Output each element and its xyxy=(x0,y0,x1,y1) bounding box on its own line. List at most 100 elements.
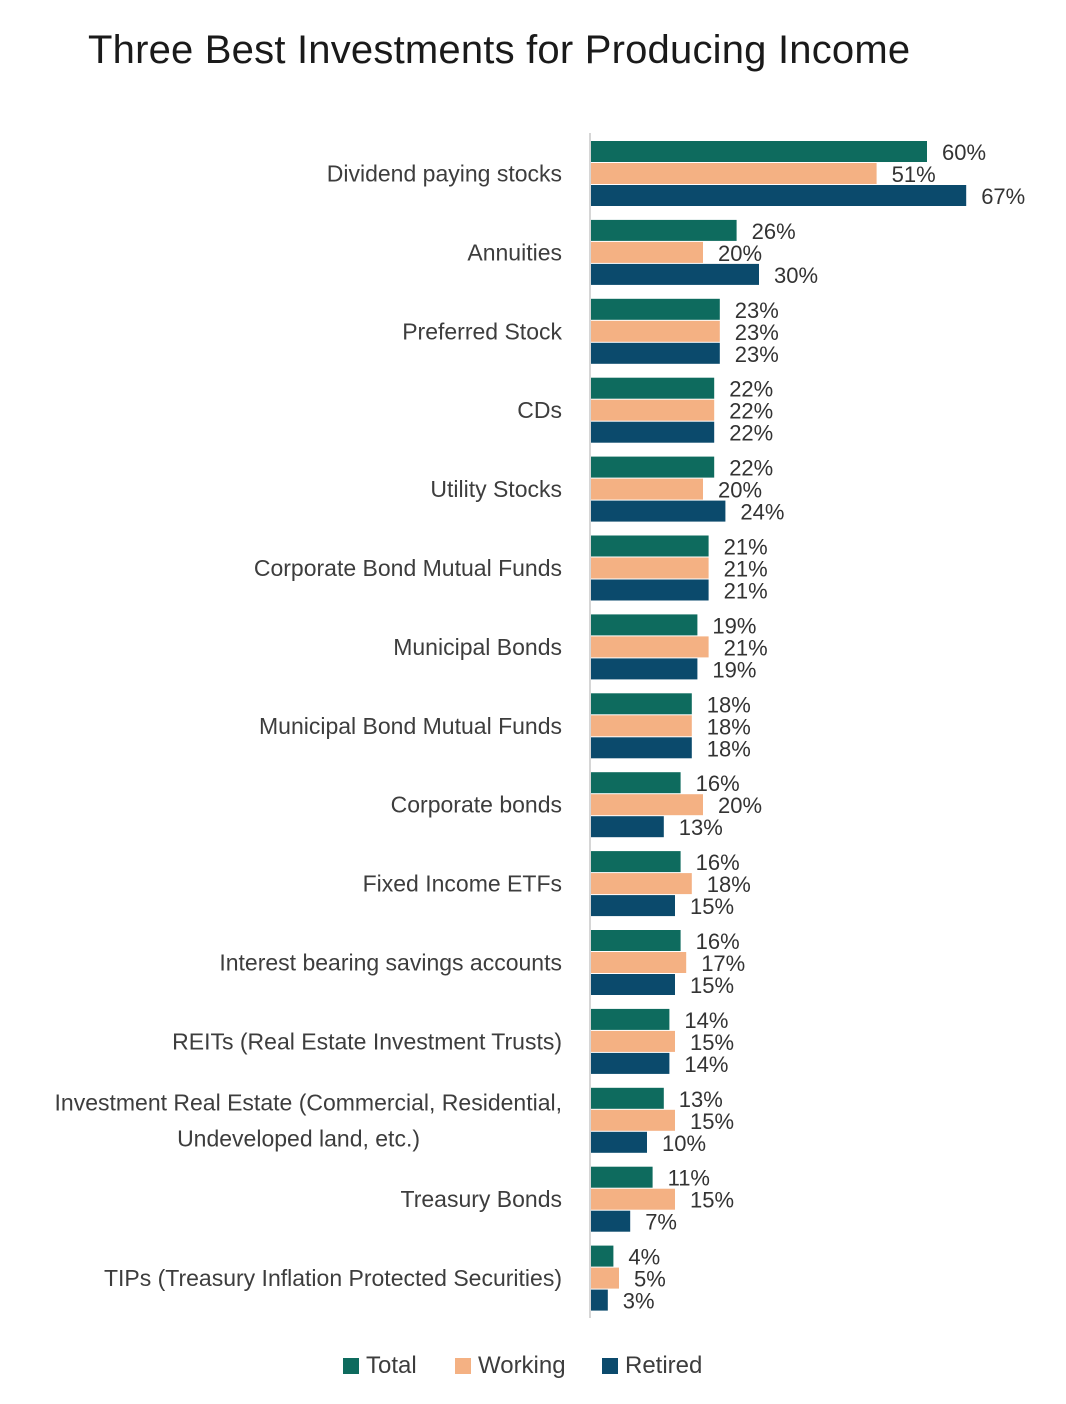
data-label-working: 18% xyxy=(707,872,751,897)
legend-swatch-retired xyxy=(602,1358,618,1374)
data-label-total: 16% xyxy=(696,771,740,796)
category-label: Preferred Stock xyxy=(402,318,562,344)
bar-retired xyxy=(591,737,692,759)
category-label: Annuities xyxy=(467,239,562,265)
category-label: Municipal Bonds xyxy=(393,634,562,660)
data-label-retired: 67% xyxy=(981,184,1025,209)
bar-working xyxy=(591,320,720,342)
bar-retired xyxy=(591,1210,631,1232)
bar-retired xyxy=(591,263,759,285)
data-label-retired: 24% xyxy=(740,500,784,525)
bar-working xyxy=(591,715,692,737)
bar-chart: Dividend paying stocks 60%51% 67% Annuities… xyxy=(55,133,1025,1318)
bar-retired xyxy=(591,1289,608,1311)
bar-total xyxy=(591,1087,664,1109)
data-label-working: 18% xyxy=(707,714,751,739)
data-label-retired: 15% xyxy=(690,973,734,998)
data-label-working: 21% xyxy=(724,557,768,582)
bar-working xyxy=(591,636,709,658)
data-label-working: 21% xyxy=(724,635,768,660)
data-label-working: 51% xyxy=(892,162,936,187)
bar-retired xyxy=(591,1131,647,1153)
legend: Total Working Retired xyxy=(0,1348,1066,1384)
bar-retired xyxy=(591,421,715,443)
bar-total xyxy=(591,693,692,715)
category-label: Dividend paying stocks xyxy=(327,161,562,187)
data-label-total: 13% xyxy=(679,1087,723,1112)
data-label-total: 60% xyxy=(942,140,986,165)
legend-item-total: Total xyxy=(343,1348,417,1384)
data-label-retired: 22% xyxy=(729,421,773,446)
bar-retired xyxy=(591,500,726,522)
data-label-total: 18% xyxy=(707,692,751,717)
category-label: Municipal Bond Mutual Funds xyxy=(259,713,562,739)
bar-working xyxy=(591,952,687,973)
bar-working xyxy=(591,478,703,500)
bar-working xyxy=(591,557,709,579)
bar-working xyxy=(591,794,703,816)
bar-working xyxy=(591,1109,675,1131)
data-label-working: 23% xyxy=(735,320,779,345)
bar-total xyxy=(591,614,698,636)
data-label-retired: 30% xyxy=(774,263,818,288)
data-label-total: 4% xyxy=(628,1245,660,1270)
category-label: Corporate Bond Mutual Funds xyxy=(254,555,562,581)
bar-total xyxy=(591,772,681,794)
bar-working xyxy=(591,1188,675,1210)
bar-total xyxy=(591,1166,653,1188)
bar-retired xyxy=(591,1052,670,1074)
legend-label-working: Working xyxy=(478,1352,566,1379)
data-label-total: 16% xyxy=(696,850,740,875)
bar-total xyxy=(591,1008,670,1030)
data-label-working: 5% xyxy=(634,1267,666,1292)
category-label: REITs (Real Estate Investment Trusts) xyxy=(172,1028,562,1054)
bar-retired xyxy=(591,579,709,601)
data-label-retired: 21% xyxy=(724,579,768,604)
bar-total xyxy=(591,930,681,951)
data-label-working: 22% xyxy=(729,399,773,424)
bar-total xyxy=(591,377,715,399)
category-label-line: Undeveloped land, etc.) xyxy=(177,1125,420,1151)
bar-total xyxy=(591,851,681,873)
bar-total xyxy=(591,535,709,557)
bar-retired xyxy=(591,658,698,680)
category-label: Treasury Bonds xyxy=(401,1186,563,1212)
bar-retired xyxy=(591,342,720,364)
bar-working xyxy=(591,241,703,263)
category-label: CDs xyxy=(517,397,562,423)
bar-retired xyxy=(591,185,967,206)
data-label-total: 26% xyxy=(752,219,796,244)
data-label-retired: 15% xyxy=(690,894,734,919)
category-label: TIPs (Treasury Inflation Protected Secur… xyxy=(104,1265,562,1291)
legend-label-retired: Retired xyxy=(625,1352,703,1379)
data-label-working: 20% xyxy=(718,793,762,818)
bar-retired xyxy=(591,974,675,995)
data-label-working: 20% xyxy=(718,241,762,266)
bar-total xyxy=(591,219,737,241)
category-label: Investment Real Estate (Commercial, Resi… xyxy=(55,1089,562,1151)
chart-title: Three Best Investments for Producing Inc… xyxy=(88,28,911,72)
data-label-retired: 7% xyxy=(645,1210,677,1235)
legend-swatch-working xyxy=(455,1358,471,1374)
data-label-working: 15% xyxy=(690,1188,734,1213)
category-label: Fixed Income ETFs xyxy=(363,871,562,897)
data-label-total: 23% xyxy=(735,298,779,323)
bar-retired xyxy=(591,816,664,838)
category-label-line: Investment Real Estate (Commercial, Resi… xyxy=(55,1089,562,1115)
data-label-total: 21% xyxy=(724,535,768,560)
bar-working xyxy=(591,399,715,421)
data-label-total: 16% xyxy=(696,929,740,954)
bar-working xyxy=(591,163,877,184)
data-label-total: 19% xyxy=(712,613,756,638)
data-label-total: 11% xyxy=(668,1166,710,1191)
data-label-retired: 3% xyxy=(623,1289,655,1314)
data-label-retired: 14% xyxy=(684,1052,728,1077)
bar-retired xyxy=(591,895,675,917)
data-label-working: 15% xyxy=(690,1030,734,1055)
bar-total xyxy=(591,141,927,162)
category-label: Interest bearing savings accounts xyxy=(219,950,562,976)
bar-total xyxy=(591,298,720,320)
data-label-total: 22% xyxy=(729,377,773,402)
data-label-retired: 23% xyxy=(735,342,779,367)
data-label-retired: 19% xyxy=(712,657,756,682)
